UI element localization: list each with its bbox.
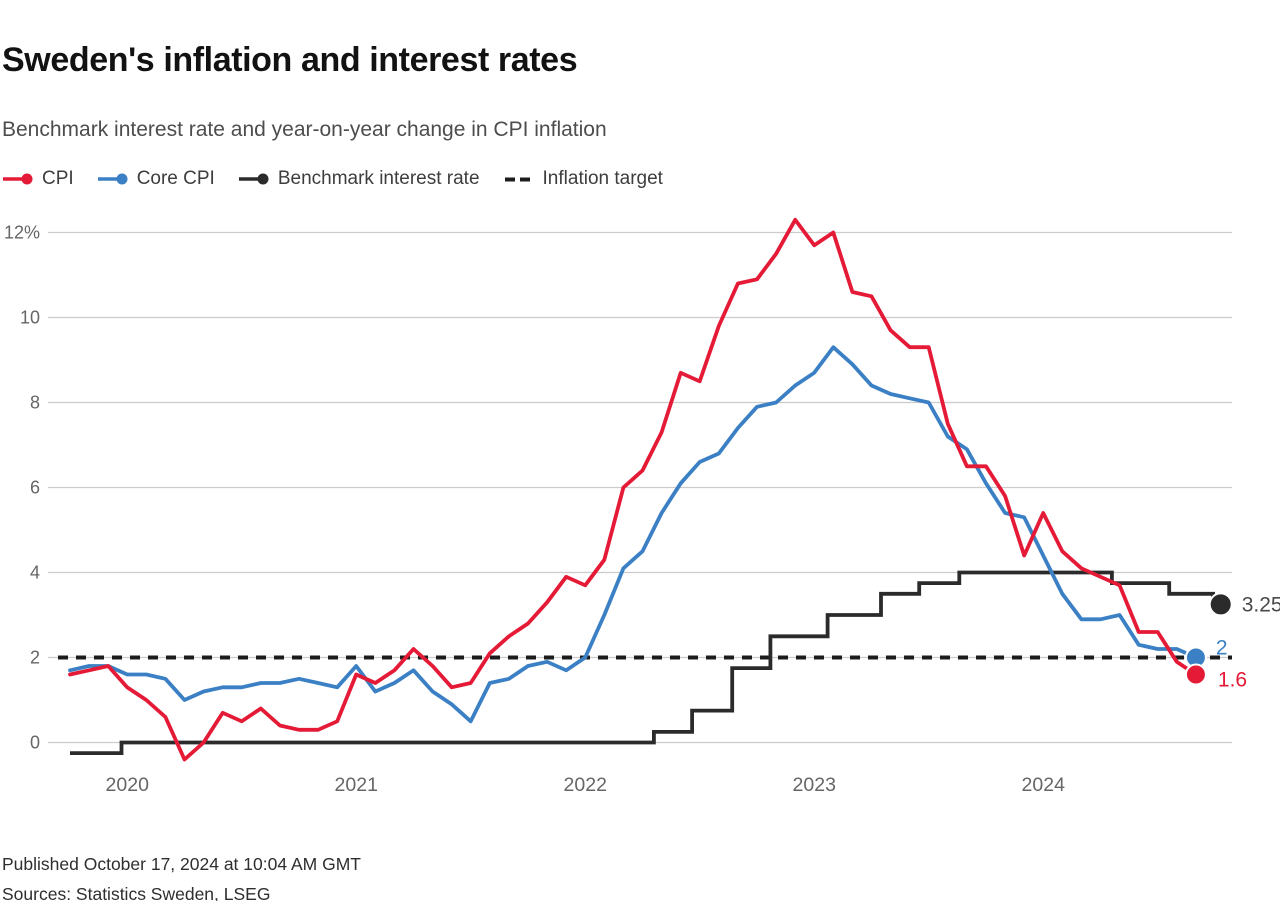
legend-label-cpi: CPI <box>42 168 74 189</box>
legend-item-benchmark: Benchmark interest rate <box>238 168 480 190</box>
end-markers: 3.25 2 1.6 <box>1184 592 1280 692</box>
y-tick-label: 2 <box>30 648 40 668</box>
series-core-cpi <box>68 345 1198 724</box>
y-tick-label: 0 <box>30 733 40 753</box>
x-tick-label: 2021 <box>335 774 378 796</box>
y-tick-label: 8 <box>30 393 40 413</box>
benchmark-end-dot <box>1208 592 1233 617</box>
core-cpi-legend-marker-icon <box>97 173 128 185</box>
published-timestamp: Published October 17, 2024 at 10:04 AM G… <box>2 853 361 874</box>
y-tick-label: 10 <box>20 308 40 328</box>
x-tick-label: 2023 <box>793 774 836 796</box>
cpi-end-label: 1.6 <box>1218 669 1247 692</box>
cpi-end-dot <box>1184 663 1207 686</box>
benchmark-line <box>70 570 1221 755</box>
page-title: Sweden's inflation and interest rates <box>2 40 578 79</box>
benchmark-legend-marker-icon <box>238 173 269 185</box>
legend: CPI Core CPI Benchmark interest rate Inflat… <box>2 168 663 190</box>
y-axis-labels: 0 2 4 6 8 10 12% <box>4 223 40 753</box>
legend-label-inflation-target: Inflation target <box>542 168 663 189</box>
y-tick-label: 4 <box>30 563 40 583</box>
page-subtitle: Benchmark interest rate and year-on-year… <box>2 118 607 141</box>
inflation-target-legend-marker-icon <box>504 177 530 182</box>
y-tick-label: 12% <box>4 223 40 243</box>
series-cpi <box>68 217 1198 762</box>
core-cpi-line <box>68 345 1198 724</box>
legend-label-core-cpi: Core CPI <box>136 168 215 189</box>
x-axis-labels: 2020 2021 2022 2023 2024 <box>106 774 1066 796</box>
series-benchmark <box>70 570 1221 755</box>
cpi-line <box>68 217 1198 762</box>
x-tick-label: 2024 <box>1022 774 1066 796</box>
y-tick-label: 6 <box>30 478 40 498</box>
x-tick-label: 2020 <box>106 774 150 796</box>
x-tick-label: 2022 <box>564 774 607 796</box>
cpi-legend-marker-icon <box>3 173 33 185</box>
legend-item-cpi: CPI <box>2 168 74 190</box>
gridlines <box>48 231 1232 744</box>
benchmark-end-label: 3.25 <box>1242 593 1280 616</box>
sources-note: Sources: Statistics Sweden, LSEG <box>2 883 271 901</box>
legend-item-core-cpi: Core CPI <box>97 168 215 190</box>
core-cpi-end-label: 2 <box>1216 637 1228 660</box>
legend-item-inflation-target: Inflation target <box>503 168 663 190</box>
legend-label-benchmark: Benchmark interest rate <box>277 168 480 189</box>
